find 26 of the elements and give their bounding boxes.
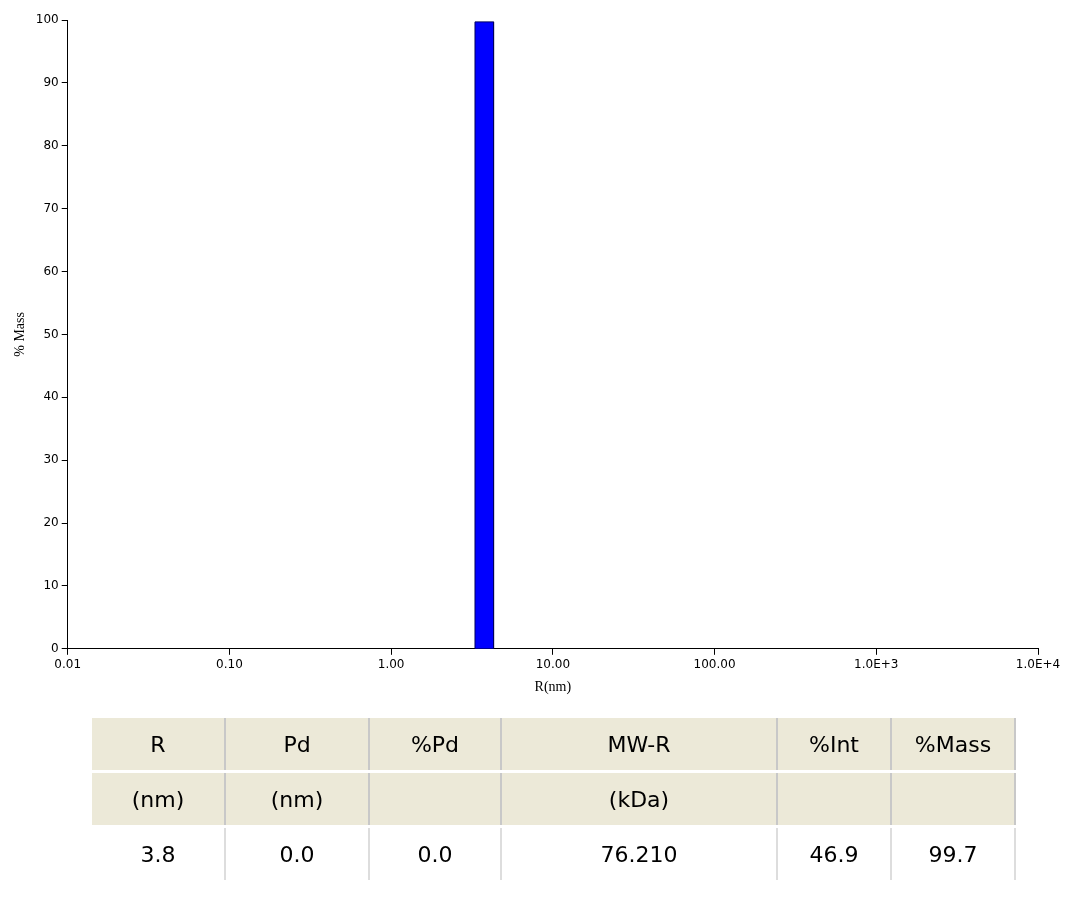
y-tick-label: 20	[43, 515, 59, 530]
y-tick-label: 60	[43, 263, 59, 278]
x-tick-label: 0.10	[216, 657, 243, 672]
x-tick-label: 10.00	[535, 657, 571, 672]
x-tick-label: 1.00	[377, 657, 405, 672]
text: %Mass 99.7	[914, 731, 992, 867]
y-tick-label: 100	[35, 12, 59, 27]
y-tick-label: 10	[43, 578, 59, 593]
y-tick-label: 50	[43, 326, 59, 341]
y-tick-label: 0	[51, 640, 59, 655]
y-tick-label: 30	[43, 452, 59, 467]
text: %Pd 0.0	[410, 731, 460, 867]
text: R (nm) 3.8	[131, 731, 185, 867]
x-tick-label: 0.01	[54, 657, 82, 672]
x-tick-label: 100.00	[693, 657, 736, 672]
y-tick-label: 90	[43, 75, 59, 89]
x-tick-label: 1.0E+4	[1015, 657, 1061, 672]
text: %Int 46.9	[809, 731, 859, 867]
x-tick-label: 1.0E+3	[854, 657, 899, 672]
y-axis-title: % Mass	[12, 312, 28, 357]
y-tick-label: 80	[43, 137, 59, 152]
y-tick-label: 70	[43, 200, 59, 215]
y-tick-label: 40	[43, 389, 59, 404]
text: MW-R (kDa) 76.210	[600, 731, 678, 867]
x-axis-title: R(nm)	[534, 679, 572, 696]
text: Pd (nm) 0.0	[270, 731, 324, 867]
